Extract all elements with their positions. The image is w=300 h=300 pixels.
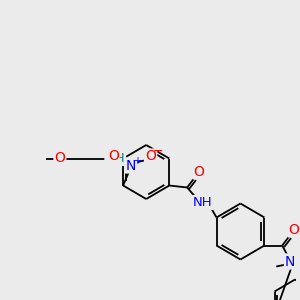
- Text: O: O: [289, 223, 299, 236]
- Text: O: O: [55, 152, 65, 166]
- Text: N: N: [126, 158, 136, 172]
- Text: +: +: [133, 157, 141, 166]
- Text: N: N: [285, 254, 295, 268]
- Text: NH: NH: [193, 196, 213, 209]
- Text: O: O: [145, 149, 156, 164]
- Text: O: O: [108, 149, 119, 164]
- Text: NH: NH: [105, 152, 125, 165]
- Text: O: O: [194, 164, 204, 178]
- Text: −: −: [152, 145, 163, 158]
